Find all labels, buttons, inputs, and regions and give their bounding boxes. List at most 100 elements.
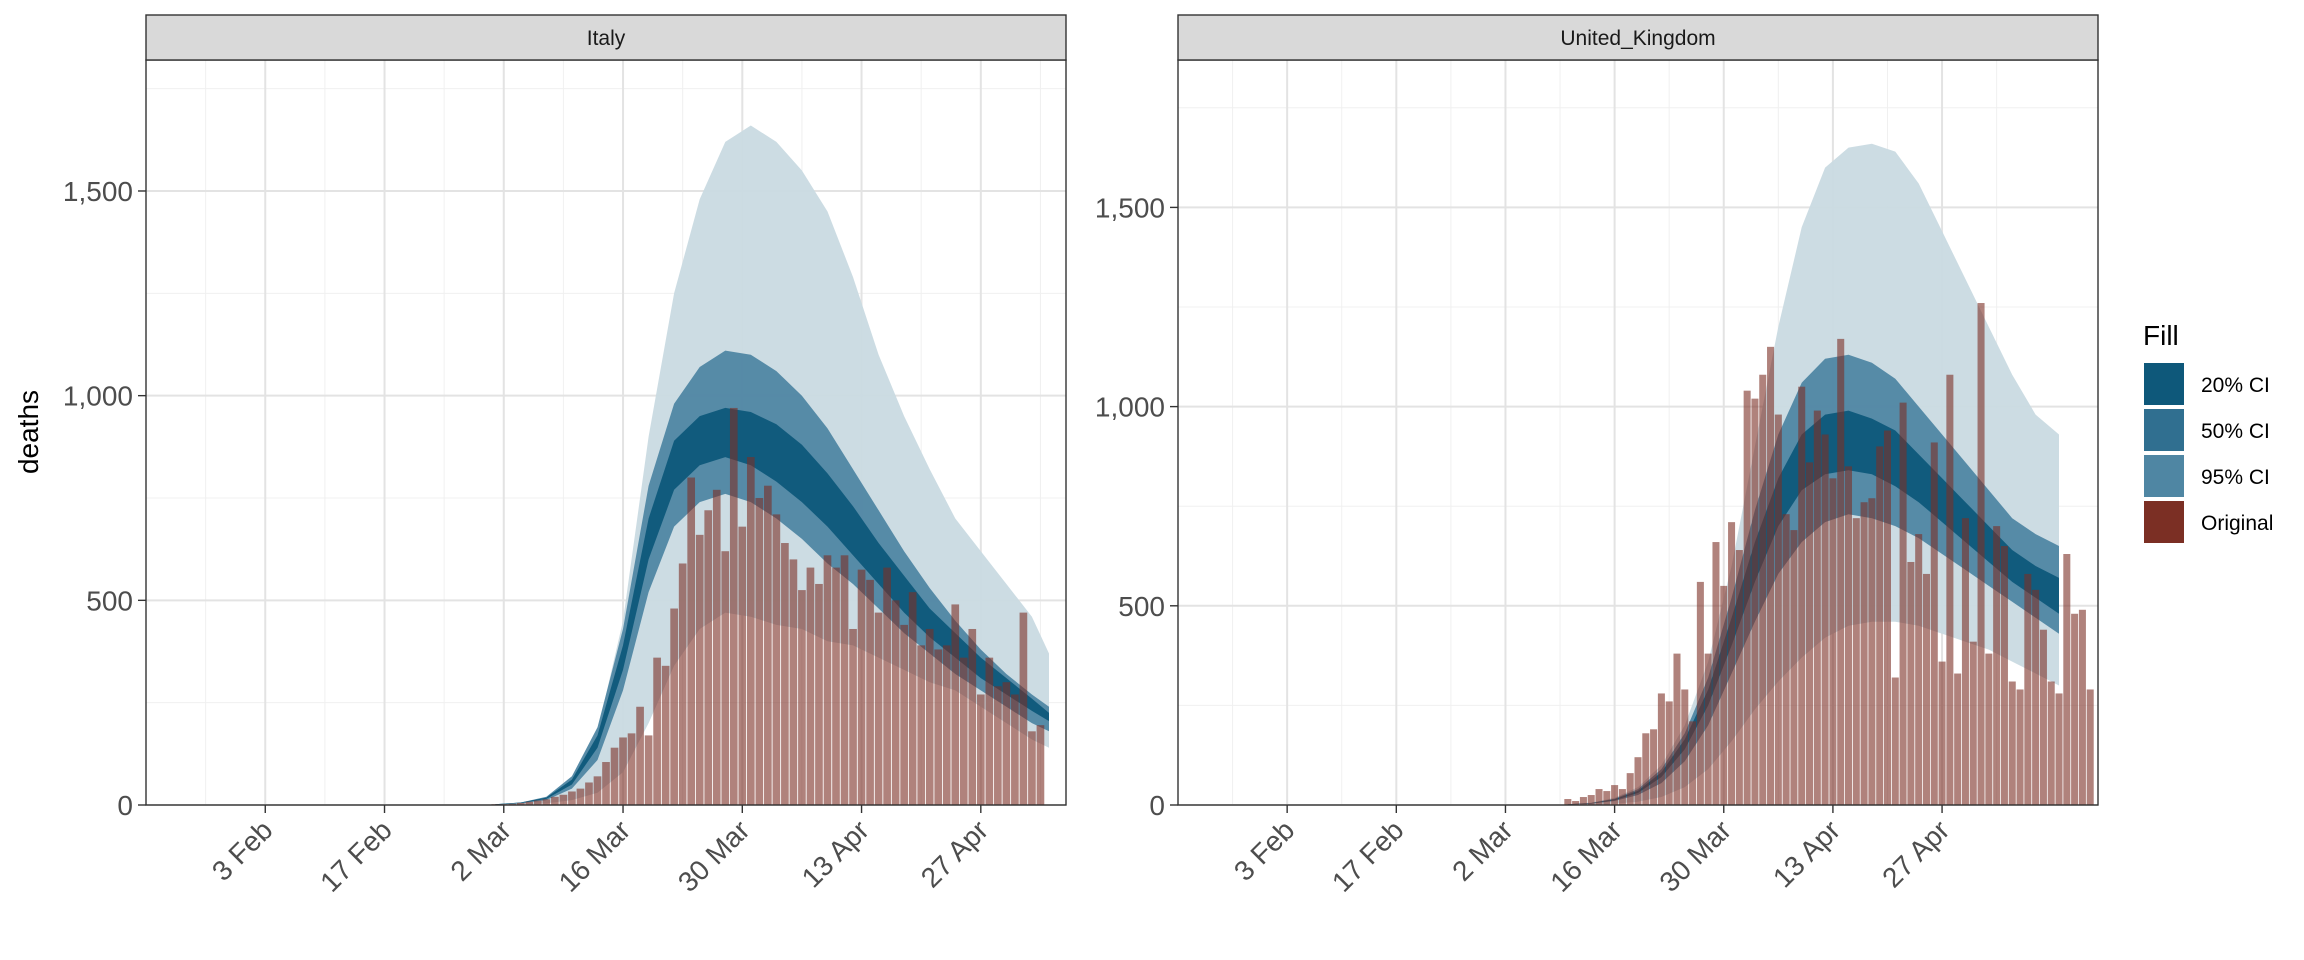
original-bar [670,608,678,805]
original-bar [2039,629,2047,805]
original-bar [1603,791,1611,805]
legend-item-50-ci: 50% CI [2142,407,2270,453]
original-bar [1657,693,1665,805]
original-bar [1036,725,1045,805]
original-bar [908,592,917,805]
original-bar [559,794,568,805]
original-bars [491,407,1045,805]
original-bar [781,543,789,805]
x-tick-label: 2 Mar [1446,814,1519,887]
original-bar [823,555,832,805]
legend-swatch [2142,499,2186,545]
original-bar [2071,613,2079,805]
y-tick-label: 500 [86,585,133,616]
original-bar [1891,677,1899,805]
y-tick-label: 1,500 [63,176,133,207]
original-bar [585,782,593,805]
original-bar [806,567,815,805]
y-tick-label: 0 [117,790,133,821]
y-axis-title: deaths [13,390,44,474]
legend: Fill 20% CI 50% CI 95% CI Original [2142,320,2273,545]
original-bar [525,801,534,805]
original-bar [695,534,704,805]
original-bar [815,583,823,805]
original-bar [568,791,576,805]
original-bar [840,555,849,805]
legend-swatch [2142,407,2186,453]
original-bar [2008,681,2016,805]
original-bar [755,497,764,805]
legend-swatch [2142,453,2186,499]
original-bar [1626,773,1634,805]
original-bar [866,579,874,805]
original-bar [1969,641,1977,805]
panel-italy: Italy 3 Feb 17 Feb 2 Mar 16 Mar 30 Mar 13 Apr… [63,14,1067,898]
original-bar [1845,466,1853,805]
original-bar [627,733,636,805]
original-bar [2063,554,2071,805]
original-bar [636,706,644,805]
original-bar [1564,799,1572,805]
x-tick-label: 13 Apr [1767,814,1846,893]
original-bar [1634,757,1642,805]
original-bar [1720,585,1728,805]
original-bar [1954,673,1962,805]
original-bar [1798,386,1806,805]
original-bar [1572,801,1580,805]
original-bar [1735,550,1743,805]
x-tick-label: 27 Apr [1876,814,1955,893]
x-tick-label: 30 Mar [672,814,756,898]
original-bar [1028,731,1036,805]
original-bar [1019,612,1028,805]
original-bar [1993,526,2001,805]
original-bar [1876,446,1884,805]
original-bar [2032,589,2040,805]
y-tick-label: 1,500 [1095,192,1165,223]
original-bar [653,657,661,805]
x-tick-label: 3 Feb [206,814,279,887]
strip-background [1177,14,2099,61]
y-axis: 0 500 1,000 1,500 [63,176,146,821]
x-axis: 3 Feb 17 Feb 2 Mar 16 Mar 30 Mar 13 Apr 27 Apr [206,805,994,898]
legend-item-95-ci: 95% CI [2142,453,2270,499]
original-bar [1759,374,1767,805]
original-bar [1829,478,1837,805]
original-bar [959,657,968,805]
original-bar [704,510,713,805]
original-bars [1564,303,2094,805]
original-bar [1813,410,1821,805]
strip-label: Italy [587,27,626,50]
original-bar [1821,434,1829,805]
original-bar [874,612,883,805]
original-bar [1611,785,1619,805]
original-bar [2086,689,2094,805]
legend-label: 95% CI [2201,466,2270,489]
x-tick-label: 13 Apr [796,814,875,893]
original-bar [2055,693,2063,805]
original-bar [798,590,806,805]
original-bar [542,799,551,805]
original-bar [857,569,866,805]
original-bar [1883,430,1891,805]
legend-label: Original [2201,512,2273,535]
original-bar [832,567,840,805]
original-bar [2000,546,2008,805]
original-bar [1002,682,1011,805]
original-bar [534,800,542,805]
original-bar [1728,522,1736,805]
original-bar [687,477,696,805]
original-bar [1860,502,1868,805]
original-bar [1790,530,1798,805]
original-bar [1977,303,1985,805]
original-bar [602,762,610,805]
original-bar [1774,414,1782,805]
original-bar [712,489,721,805]
strip-background [145,14,1067,61]
original-bar [900,624,908,805]
original-bar [1907,561,1915,805]
y-axis: 0 500 1,000 1,500 [1095,192,1178,821]
original-bar [985,657,994,805]
original-bar [576,788,585,805]
original-bar [619,737,627,805]
y-tick-label: 0 [1149,790,1165,821]
